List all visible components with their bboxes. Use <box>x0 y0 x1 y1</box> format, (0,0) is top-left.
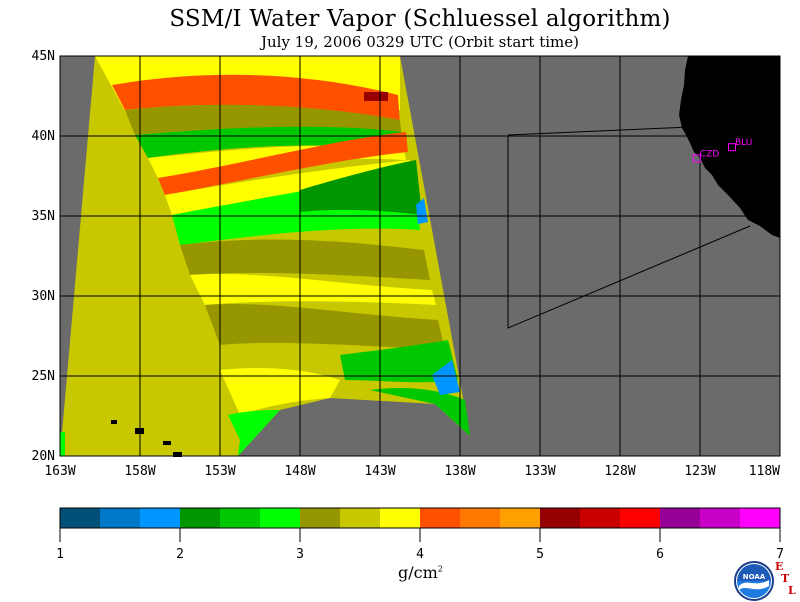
colorbar-swatch <box>700 508 740 528</box>
lat-label: 25N <box>32 369 55 384</box>
lon-label: 143W <box>364 464 395 479</box>
colorbar-swatch <box>100 508 140 528</box>
satellite-swath <box>60 56 470 456</box>
lon-label: 133W <box>524 464 555 479</box>
colorbar-tick-label: 4 <box>416 547 424 562</box>
colorbar-ticks: 1 2 3 4 5 6 7 <box>56 528 784 562</box>
noaa-logo: NOAA <box>734 561 774 601</box>
lon-label: 153W <box>204 464 235 479</box>
colorbar-swatch <box>740 508 780 528</box>
etl-letter-e: E <box>775 560 784 573</box>
colorbar-tick-label: 1 <box>56 547 64 562</box>
units-exponent: 2 <box>437 564 443 574</box>
lon-label: 118W <box>749 464 780 479</box>
latitude-labels: 45N 40N 35N 30N 25N 20N <box>32 49 55 464</box>
colorbar-swatch <box>260 508 300 528</box>
colorbar-swatch <box>220 508 260 528</box>
swath-green-edge-left <box>60 432 65 456</box>
sampling-region-outline <box>507 136 751 329</box>
longitude-labels: 163W 158W 153W 148W 143W 138W 133W 128W 123W 118W <box>44 464 780 479</box>
swath-band-green-3 <box>340 340 458 383</box>
swath-band-green-1 <box>135 126 404 158</box>
colorbar-swatch <box>500 508 540 528</box>
swath-band-yellow-5 <box>220 368 340 415</box>
map-subtitle: July 19, 2006 0329 UTC (Orbit start time… <box>260 33 580 51</box>
island-maui <box>173 452 182 457</box>
lon-label: 158W <box>124 464 155 479</box>
north-america-landmass <box>679 56 780 238</box>
colorbar-tick-label: 5 <box>536 547 544 562</box>
colorbar-swatch <box>580 508 620 528</box>
colorbar-swatch <box>420 508 460 528</box>
swath-darkred-spot <box>364 92 388 101</box>
lat-label: 40N <box>32 129 55 144</box>
island-molokai <box>163 441 171 445</box>
colorbar-swatch <box>180 508 220 528</box>
colorbar-swatch <box>60 508 100 528</box>
lat-label: 20N <box>32 449 55 464</box>
map-title: SSM/I Water Vapor (Schluessel algorithm) <box>169 6 671 32</box>
lon-label: 123W <box>684 464 715 479</box>
swath-band-darkgreen <box>300 160 422 215</box>
colorbar-swatch <box>300 508 340 528</box>
lat-label: 30N <box>32 289 55 304</box>
colorbar-swatch <box>660 508 700 528</box>
lon-label: 138W <box>444 464 475 479</box>
lon-label: 163W <box>44 464 75 479</box>
swath-blue-patch-2 <box>416 198 428 224</box>
swath-band-olive-2 <box>180 239 430 280</box>
etl-letter-t: T <box>781 572 790 585</box>
colorbar-tick-label: 2 <box>176 547 184 562</box>
colorbar-units: g/cm2 <box>398 563 443 582</box>
site-marker <box>728 143 736 152</box>
swath-band-green-south <box>228 410 280 456</box>
colorbar-swatch <box>340 508 380 528</box>
colorbar-swatch <box>460 508 500 528</box>
colorbar-swatch <box>140 508 180 528</box>
colorbar-tick-label: 3 <box>296 547 304 562</box>
swath-blue-patch-1 <box>432 360 460 395</box>
units-base: g/cm <box>398 563 438 582</box>
noaa-logo-text: NOAA <box>743 573 766 581</box>
swath-band-green-southeast <box>370 388 470 436</box>
lon-label: 148W <box>284 464 315 479</box>
site-markers: CZD BLU <box>692 138 752 163</box>
swath-band-orange-1 <box>112 74 400 125</box>
swath-band-yellow-3 <box>165 160 412 215</box>
lon-label: 128W <box>604 464 635 479</box>
lat-label: 35N <box>32 209 55 224</box>
island-kauai <box>111 420 117 424</box>
colorbar <box>59 507 781 529</box>
swath-band-olive-3 <box>205 303 445 350</box>
lat-label: 45N <box>32 49 55 64</box>
plot-frame <box>59 55 781 457</box>
colorbar-swatch <box>540 508 580 528</box>
sampling-region-top <box>507 126 691 136</box>
site-marker <box>692 154 701 163</box>
colorbar-swatch <box>620 508 660 528</box>
colorbar-tick-label: 6 <box>656 547 664 562</box>
swath-band-yellow-4 <box>190 273 436 305</box>
site-label: CZD <box>700 149 719 159</box>
colorbar-swatch <box>380 508 420 528</box>
etl-logo: E T L <box>773 560 799 600</box>
site-label: BLU <box>735 138 752 148</box>
etl-letter-l: L <box>788 584 796 597</box>
colorbar-tick-label: 7 <box>776 547 784 562</box>
lat-lon-grid <box>60 56 780 456</box>
